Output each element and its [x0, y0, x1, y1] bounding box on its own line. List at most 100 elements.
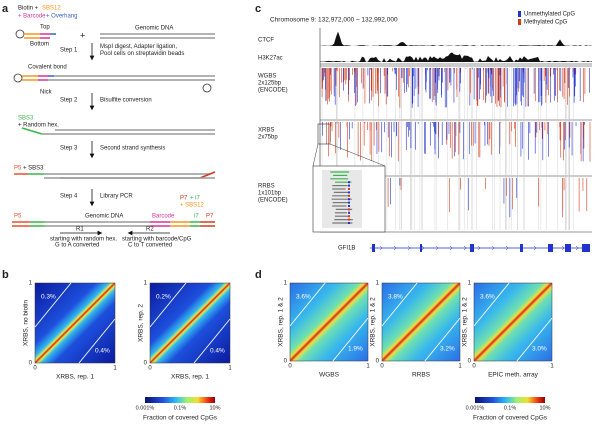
dynamic: Step 1 MspI digest, Adapter ligation,Pool…: [2, 31, 592, 422]
label: G to A converted: [55, 243, 99, 249]
plus: +: [80, 30, 85, 40]
label: 3.8%: [388, 294, 403, 301]
panel-label: a: [2, 3, 9, 15]
cpg: [348, 215, 350, 218]
strand: [473, 282, 510, 327]
label: 1: [468, 281, 472, 287]
label: XRBS, rep. 2: [138, 304, 145, 342]
cpg: [348, 208, 350, 211]
label: b: [2, 269, 9, 281]
label: R1: [76, 227, 84, 233]
heatmap-frame: [34, 282, 116, 364]
strand: [381, 282, 418, 327]
strand: [21, 127, 43, 135]
strand-arrow: [477, 245, 481, 251]
label: i7: [194, 214, 199, 220]
label: XRBS, rep. 1 & 2: [278, 297, 285, 347]
label: 3.6%: [296, 294, 311, 301]
strand: [424, 317, 461, 362]
ctcf-track: [320, 31, 592, 46]
label: 2x125bp: [258, 81, 282, 87]
strand-arrow: [505, 245, 509, 251]
label: WGBS: [258, 74, 276, 80]
label: 0.1%: [504, 405, 517, 411]
strand-arrow: [575, 245, 579, 251]
label: Genomic DNA: [85, 214, 123, 220]
label: XRBS, rep. 1: [171, 374, 209, 381]
label: d: [255, 269, 262, 281]
locus: Chromosome 9: 132,972,000 – 132,992,000: [270, 17, 398, 24]
strand: [78, 318, 116, 364]
label: Bottom: [30, 42, 49, 48]
strand: [329, 143, 386, 167]
heatmap-frame: [473, 282, 553, 362]
label: 0: [144, 361, 148, 367]
label: RRBS: [258, 184, 275, 190]
label: 0: [376, 359, 380, 365]
strand-arrow: [491, 245, 495, 251]
legend-label: Unmethylated CpG: [524, 12, 575, 18]
label: MspI digest, Adapter ligation,: [100, 44, 177, 50]
strand-arrow: [533, 245, 537, 251]
exon: [372, 244, 375, 252]
label: 3.6%: [480, 294, 495, 301]
label: 1: [550, 364, 554, 370]
label: + SBS3: [23, 166, 44, 172]
label: 1: [29, 281, 33, 287]
label: Step 1: [60, 48, 78, 54]
exon: [520, 244, 523, 252]
label: 0.1%: [174, 405, 187, 411]
label: XRBS, rep. 1 & 2: [370, 297, 377, 347]
heatmap: [474, 283, 552, 361]
label: P5: [14, 214, 22, 220]
strand: [516, 317, 553, 362]
label: EPIC meth. array: [488, 372, 539, 379]
exon: [420, 244, 422, 252]
label: starting with random hex.: [50, 237, 117, 243]
label: 0: [284, 359, 288, 365]
label: SBS12: [42, 6, 61, 12]
label: Library PCR: [100, 194, 133, 200]
bead: [202, 83, 212, 93]
label: 0.001%: [466, 405, 485, 411]
label: 10%: [539, 405, 550, 411]
strand: [193, 318, 231, 364]
strand-arrow: [463, 245, 467, 251]
heatmap-frame: [381, 282, 461, 362]
label: R2: [146, 227, 154, 233]
label: 1: [228, 366, 232, 372]
exon: [582, 244, 590, 252]
label: 0.4%: [210, 348, 225, 355]
label: P7: [206, 214, 214, 220]
strand: [332, 317, 369, 362]
h3k27ac-track: [320, 52, 592, 62]
strand: [289, 282, 326, 327]
label: + Overhang: [46, 14, 78, 20]
colorbar: [145, 397, 215, 403]
label: Genomic DNA: [135, 26, 173, 32]
label: Second strand synthesis: [100, 146, 165, 152]
track-label: H3K27ac: [258, 56, 283, 62]
label: Top: [40, 25, 50, 31]
label: 0.3%: [41, 294, 56, 301]
label: C to T converted: [128, 243, 172, 249]
label: Step 2: [60, 98, 78, 104]
cpg: [348, 222, 350, 224]
label: 1: [366, 364, 370, 370]
panel-label: c: [255, 3, 261, 15]
label: + i7: [190, 196, 201, 202]
label: Nick: [40, 90, 53, 96]
strand: [312, 143, 319, 167]
strand-arrow: [435, 245, 439, 251]
label: + Random hex.: [18, 123, 59, 129]
strand: [199, 171, 216, 179]
cpg: [348, 211, 350, 214]
label: 1x101bp: [258, 191, 282, 197]
label: Covalent bond: [28, 65, 67, 71]
label: XRBS, no biotin: [23, 300, 30, 346]
label: 10%: [209, 405, 220, 411]
label: 0.4%: [95, 348, 110, 355]
strand-arrow: [379, 245, 383, 251]
label: 0: [380, 364, 384, 370]
label: SBS3: [18, 116, 34, 122]
